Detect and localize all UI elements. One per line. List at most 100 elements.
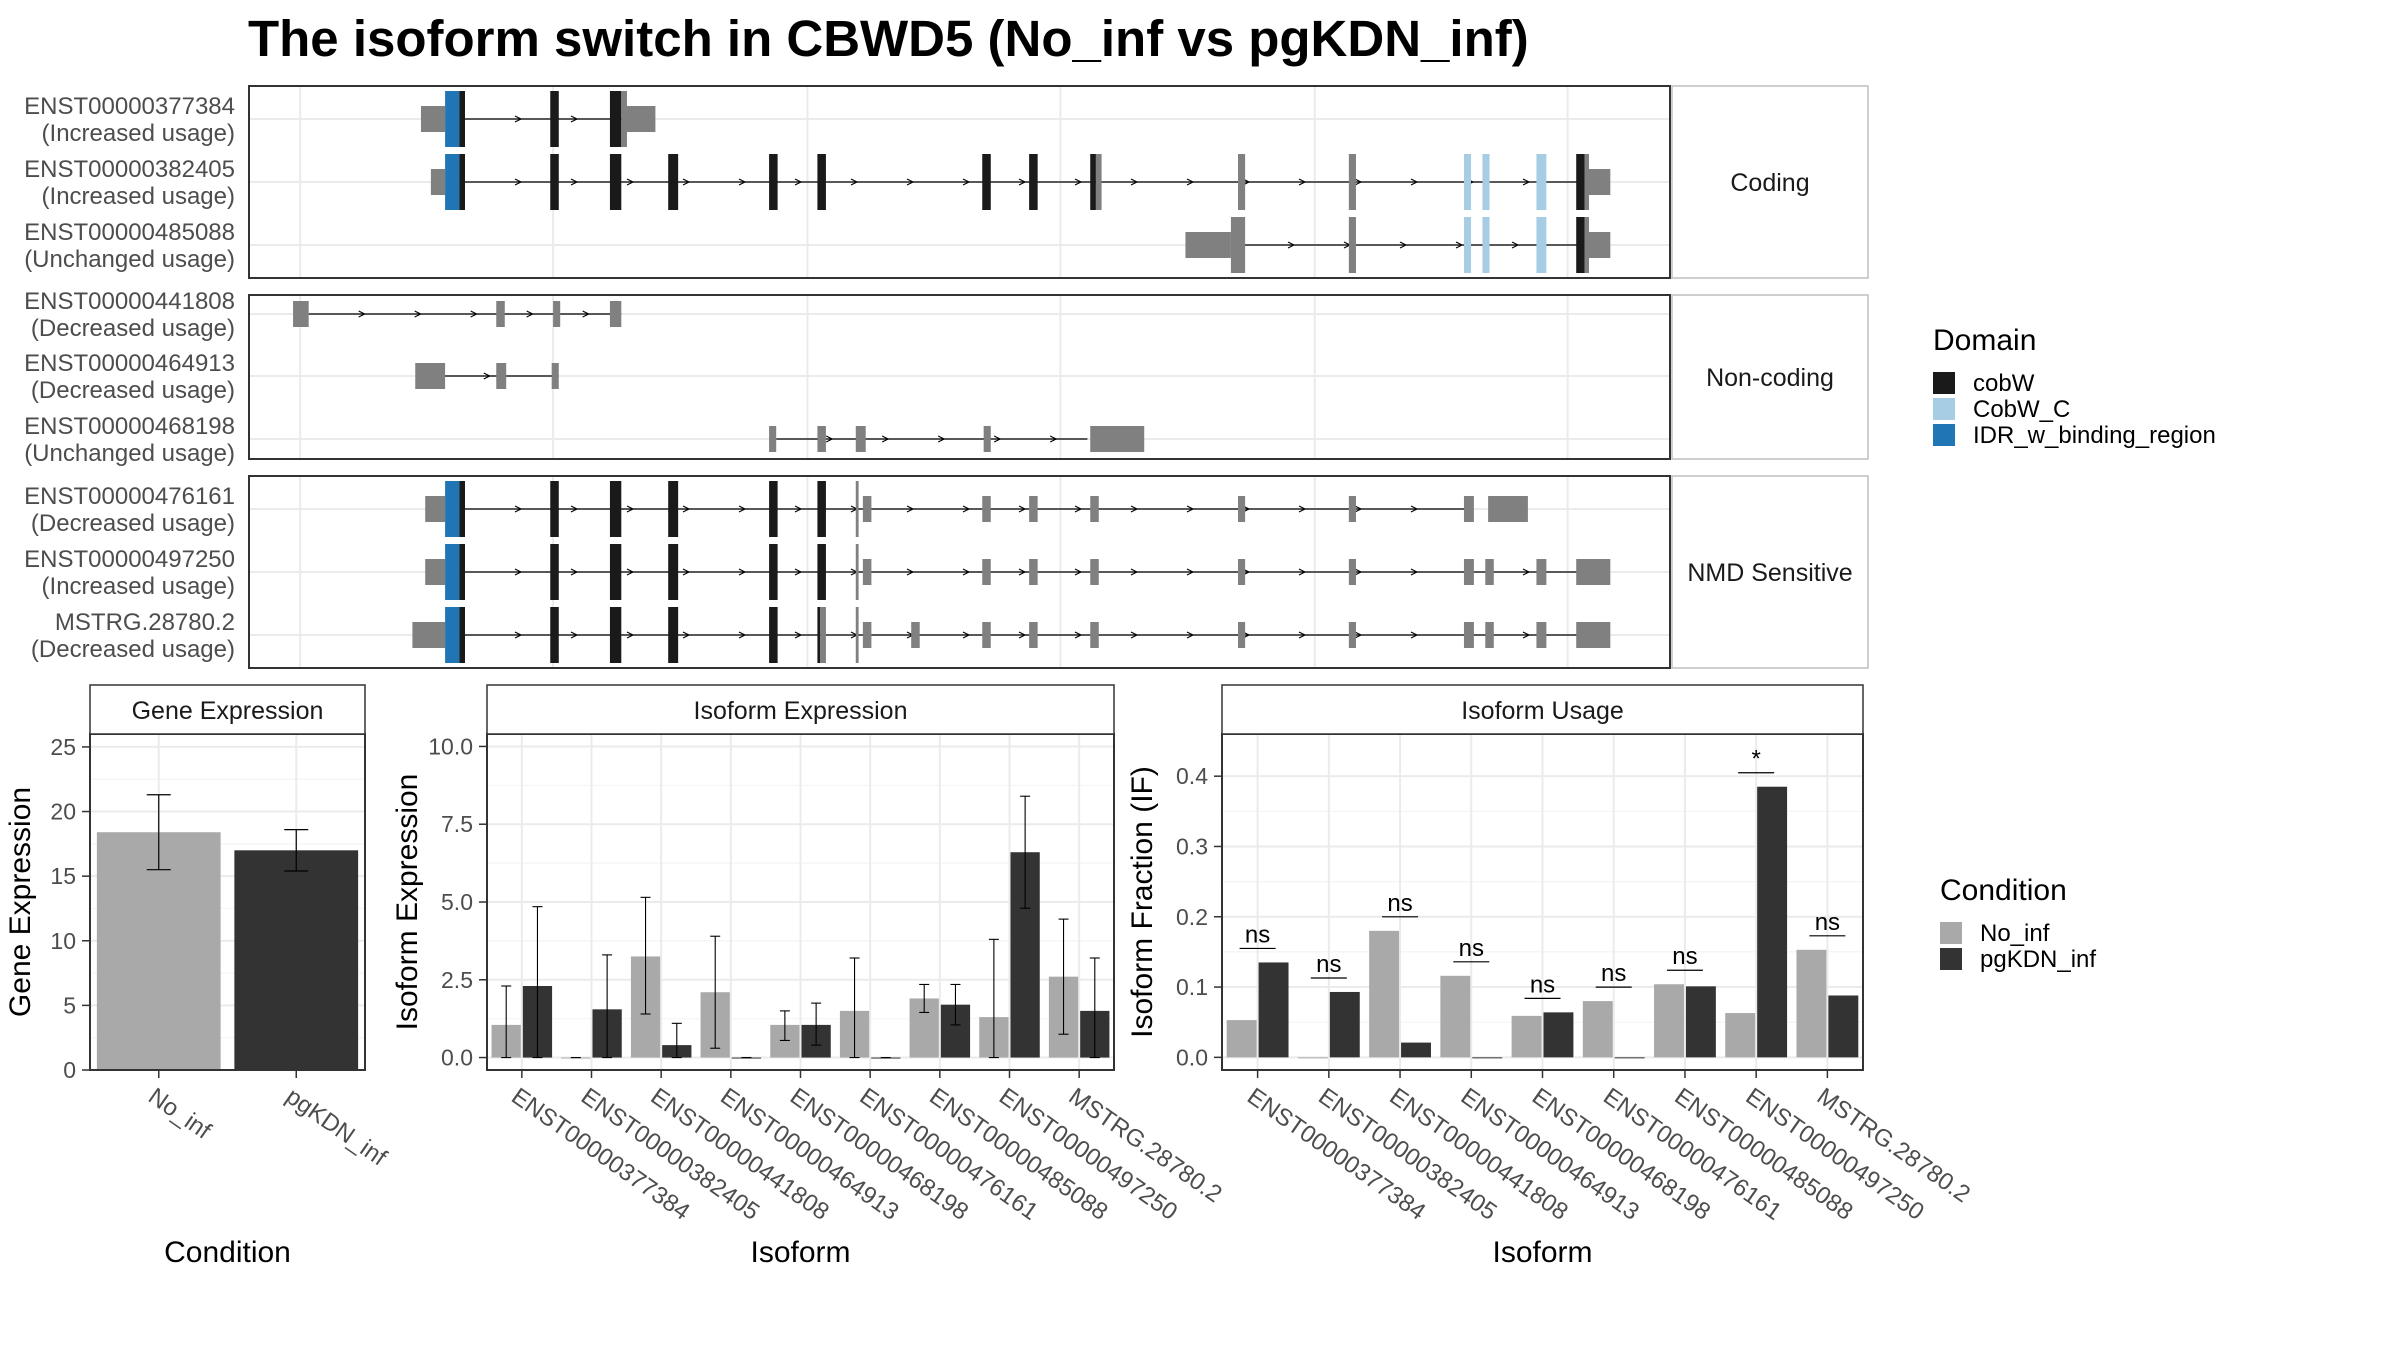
direction-arrow <box>794 178 803 186</box>
isoform-id-label: ENST00000476161 <box>24 483 235 510</box>
direction-arrow <box>738 631 747 639</box>
direction-arrow <box>626 568 635 576</box>
exon-no_domain <box>1185 232 1231 258</box>
exon-no_domain <box>1090 559 1099 585</box>
exon-no_domain <box>1589 169 1611 195</box>
exon-cobW <box>817 544 826 600</box>
direction-arrow <box>794 505 803 513</box>
exon-no_domain <box>1090 622 1099 648</box>
facet-strip <box>89 684 366 735</box>
structure-panel-3: NMD Sensitive <box>248 475 1869 669</box>
bar-No_inf-ENST00000485088 <box>1654 984 1684 1058</box>
y-tick-label: 0.2 <box>1176 904 1208 930</box>
exon-no_domain <box>553 301 561 327</box>
direction-arrow <box>1354 568 1363 576</box>
exon-no_domain <box>425 496 446 522</box>
exon-no_domain <box>1485 559 1494 585</box>
y-tick-label: 0.0 <box>441 1045 473 1071</box>
structure-panel-2: Non-coding <box>248 294 1869 460</box>
exon-no_domain <box>1348 496 1356 522</box>
isoform-usage-label: (Decreased usage) <box>31 315 235 342</box>
transcript-ENST00000441808 <box>293 301 622 327</box>
bar-No_inf-ENST00000476161 <box>1582 1001 1613 1058</box>
direction-arrow <box>962 178 971 186</box>
significance-label: * <box>1751 746 1760 773</box>
exon-cobW <box>769 544 778 600</box>
direction-arrow <box>682 631 691 639</box>
exon-no_domain <box>855 481 859 537</box>
y-tick-label: 2.5 <box>441 967 473 993</box>
y-tick-label: 10.0 <box>428 733 473 759</box>
exon-no_domain <box>415 363 446 389</box>
exon-no_domain <box>430 169 446 195</box>
facet-strip <box>1671 294 1869 460</box>
isoform-usage-label: (Decreased usage) <box>31 636 235 663</box>
direction-arrow <box>1186 505 1195 513</box>
exon-no_domain <box>1536 559 1547 585</box>
legend-key-CobW_C <box>1933 398 1955 420</box>
significance-label: ns <box>1387 890 1412 917</box>
direction-arrow <box>1399 241 1408 249</box>
domain-legend-title: Domain <box>1933 324 2036 357</box>
exon-cobW <box>668 544 679 600</box>
exon-no_domain <box>412 622 446 648</box>
exon-IDR_w_binding_region <box>445 544 460 600</box>
exon-no_domain <box>1463 559 1474 585</box>
bar-No_inf-ENST00000377384 <box>1226 1020 1257 1058</box>
direction-arrow <box>1130 631 1139 639</box>
exon-cobW <box>550 607 559 663</box>
exon-no_domain <box>862 559 872 585</box>
exon-no_domain <box>1238 559 1246 585</box>
exon-cobW <box>1576 217 1585 273</box>
direction-arrow <box>682 505 691 513</box>
significance-label: ns <box>1245 921 1270 948</box>
exon-no_domain <box>855 544 859 600</box>
direction-arrow <box>1130 505 1139 513</box>
transcript-ENST00000476161 <box>425 481 1528 537</box>
significance-label: ns <box>1316 951 1341 978</box>
exon-no_domain <box>1488 496 1528 522</box>
bar-pgKDN_inf-ENST00000497250 <box>1757 786 1788 1058</box>
direction-arrow <box>881 435 890 443</box>
exon-no_domain <box>1029 496 1038 522</box>
y-tick-label: 10 <box>50 928 76 954</box>
exon-cobW <box>550 544 559 600</box>
y-tick-label: 20 <box>50 799 76 825</box>
exon-no_domain <box>609 301 622 327</box>
exon-no_domain <box>855 607 859 663</box>
bar-No_inf <box>96 832 221 1070</box>
direction-arrow <box>682 568 691 576</box>
chart-2: Isoform Expression0.02.55.07.510.0Isofor… <box>391 684 1227 1269</box>
isoform-id-label: ENST00000441808 <box>24 288 235 315</box>
exon-cobW <box>769 481 778 537</box>
exon-cobW <box>817 607 821 663</box>
direction-arrow <box>1354 178 1363 186</box>
isoform-usage-label: (Decreased usage) <box>31 377 235 404</box>
direction-arrow <box>1522 568 1531 576</box>
direction-arrow <box>1018 631 1027 639</box>
exon-no_domain <box>1576 622 1611 648</box>
exon-IDR_w_binding_region <box>445 607 460 663</box>
exon-no_domain <box>1348 154 1356 210</box>
direction-arrow <box>526 310 534 318</box>
direction-arrow <box>1298 505 1307 513</box>
bar-No_inf-ENST00000497250 <box>1725 1013 1756 1058</box>
isoform-usage-label: (Increased usage) <box>42 183 235 210</box>
direction-arrow <box>1018 568 1027 576</box>
y-tick-label: 7.5 <box>441 811 473 837</box>
x-axis-label: Isoform <box>1492 1236 1592 1269</box>
chart-3: ns ns ns ns ns ns ns * ns Isoform Usage 0.0 0.1 0.2 0… <box>1126 684 1975 1269</box>
y-tick-label: 5.0 <box>441 889 473 915</box>
condition-legend-title: Condition <box>1940 874 2067 907</box>
exon-no_domain <box>551 363 559 389</box>
exon-no_domain <box>1576 559 1611 585</box>
direction-arrow <box>626 505 635 513</box>
direction-arrow <box>1522 631 1531 639</box>
direction-arrow <box>1410 178 1419 186</box>
exon-cobW <box>459 481 465 537</box>
exon-cobW <box>459 607 465 663</box>
direction-arrow <box>962 631 971 639</box>
direction-arrow <box>514 631 523 639</box>
exon-no_domain <box>1238 154 1246 210</box>
exon-cobW <box>609 91 622 147</box>
